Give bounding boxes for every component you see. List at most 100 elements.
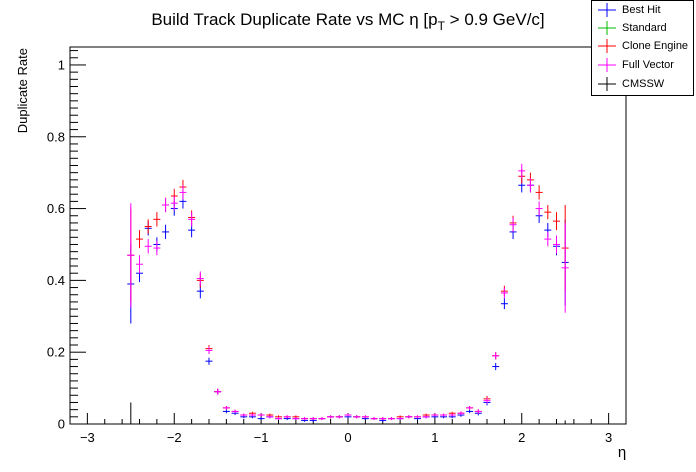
legend-mark-full-vector: [598, 58, 616, 72]
legend-label-best-hit: Best Hit: [622, 4, 661, 16]
data-point-full-vector: [544, 231, 552, 247]
data-point-full-vector: [248, 413, 256, 417]
data-point-full-vector: [518, 163, 526, 179]
data-point-full-vector: [431, 413, 439, 417]
data-point-full-vector: [275, 417, 282, 421]
data-point-full-vector: [492, 352, 500, 360]
data-point-full-vector: [387, 417, 395, 421]
data-point-clone-engine: [136, 230, 143, 249]
data-point-full-vector: [231, 409, 239, 414]
data-point-clone-engine: [544, 204, 552, 220]
data-point-full-vector: [466, 406, 474, 410]
data-point-full-vector: [474, 409, 482, 414]
y-tick-label: 0.2: [47, 345, 65, 360]
x-tick-label: −1: [254, 430, 269, 445]
y-tick-label: 0.4: [47, 273, 65, 288]
series-full-vector: [127, 163, 569, 421]
y-tick-label: 0.8: [47, 129, 65, 144]
data-point-full-vector: [214, 388, 222, 395]
x-tick-label: −2: [167, 430, 182, 445]
x-tick-label: 3: [605, 430, 612, 445]
y-tick-label: 0: [58, 417, 65, 432]
data-point-full-vector: [283, 415, 291, 419]
data-point-full-vector: [162, 197, 170, 213]
data-point-full-vector: [561, 222, 569, 313]
series-clone-engine: [127, 169, 569, 421]
legend-item-clone-engine: Clone Engine: [596, 38, 692, 54]
data-point-best-hit: [466, 409, 474, 414]
data-point-full-vector: [170, 196, 178, 211]
data-point-full-vector: [396, 417, 404, 421]
data-point-full-vector: [257, 413, 265, 417]
x-tick-label: 1: [431, 430, 438, 445]
data-point-best-hit: [257, 417, 265, 421]
data-point-cmssw: [561, 420, 569, 425]
legend-mark-clone-engine: [598, 39, 616, 53]
y-tick-label: 1: [58, 57, 65, 72]
legend-item-full-vector: Full Vector: [596, 57, 692, 73]
plot-frame: [69, 46, 627, 425]
data-point-full-vector: [448, 413, 456, 417]
x-tick-label: 0: [344, 430, 351, 445]
chart-title-subscript: T: [438, 19, 446, 33]
data-point-full-vector: [309, 417, 317, 421]
series-best-hit: [127, 178, 569, 422]
legend-label-clone-engine: Clone Engine: [622, 40, 689, 52]
data-point-clone-engine: [535, 185, 543, 200]
data-point-full-vector: [553, 235, 560, 254]
data-point-cmssw: [127, 402, 135, 425]
data-point-full-vector: [188, 212, 196, 227]
legend-mark-best-hit: [598, 3, 616, 17]
axes-layer: −3 −2 −1 0 1 2 3 0 0.2 0.4 0.6 0.8 1: [47, 50, 627, 445]
data-point-full-vector: [222, 406, 230, 410]
data-point-best-hit: [222, 409, 230, 414]
data-point-full-vector: [266, 415, 274, 419]
y-tick-label: 0.6: [47, 201, 65, 216]
y-axis-label: Duplicate Rate: [15, 48, 30, 133]
data-point-full-vector: [301, 417, 309, 421]
legend-item-cmssw: CMSSW: [596, 76, 692, 92]
data-point-full-vector: [136, 255, 143, 274]
data-point-full-vector: [500, 287, 508, 299]
legend-item-standard: Standard: [596, 20, 692, 36]
data-point-full-vector: [535, 201, 543, 216]
data-point-clone-engine: [553, 212, 560, 231]
data-point-best-hit: [205, 357, 213, 365]
data-point-full-vector: [405, 415, 413, 419]
data-point-full-vector: [361, 415, 369, 419]
data-point-full-vector: [509, 217, 517, 232]
data-layer: [127, 163, 569, 425]
legend: Best Hit Standard Clone Engine Full Vect…: [591, 0, 694, 96]
data-point-full-vector: [127, 203, 135, 308]
data-point-best-hit: [500, 298, 508, 310]
data-point-full-vector: [318, 417, 326, 421]
data-point-full-vector: [292, 417, 300, 421]
data-point-full-vector: [414, 415, 421, 419]
x-tick-label: −3: [80, 430, 95, 445]
data-point-best-hit: [492, 362, 500, 371]
chart-title-main: Build Track Duplicate Rate vs MC η [p: [151, 10, 437, 29]
legend-label-standard: Standard: [622, 22, 667, 34]
chart-title: Build Track Duplicate Rate vs MC η [pT >…: [151, 10, 544, 33]
data-point-full-vector: [440, 413, 448, 417]
data-point-best-hit: [162, 224, 170, 240]
legend-mark-cmssw: [598, 77, 616, 91]
data-point-cmssw: [136, 422, 143, 425]
data-point-clone-engine: [153, 212, 161, 227]
data-point-full-vector: [327, 415, 335, 419]
x-axis-label: η: [618, 444, 626, 461]
data-point-full-vector: [196, 271, 204, 286]
data-point-full-vector: [335, 415, 343, 419]
data-point-full-vector: [344, 413, 352, 417]
data-point-full-vector: [179, 185, 187, 200]
data-point-full-vector: [353, 415, 361, 419]
legend-item-best-hit: Best Hit: [596, 2, 692, 18]
series-cmssw: [127, 402, 569, 425]
data-point-full-vector: [153, 240, 161, 256]
data-point-full-vector: [144, 239, 152, 254]
legend-label-full-vector: Full Vector: [622, 59, 674, 71]
data-point-full-vector: [370, 417, 378, 421]
data-point-full-vector: [422, 415, 430, 419]
legend-label-cmssw: CMSSW: [622, 78, 665, 90]
